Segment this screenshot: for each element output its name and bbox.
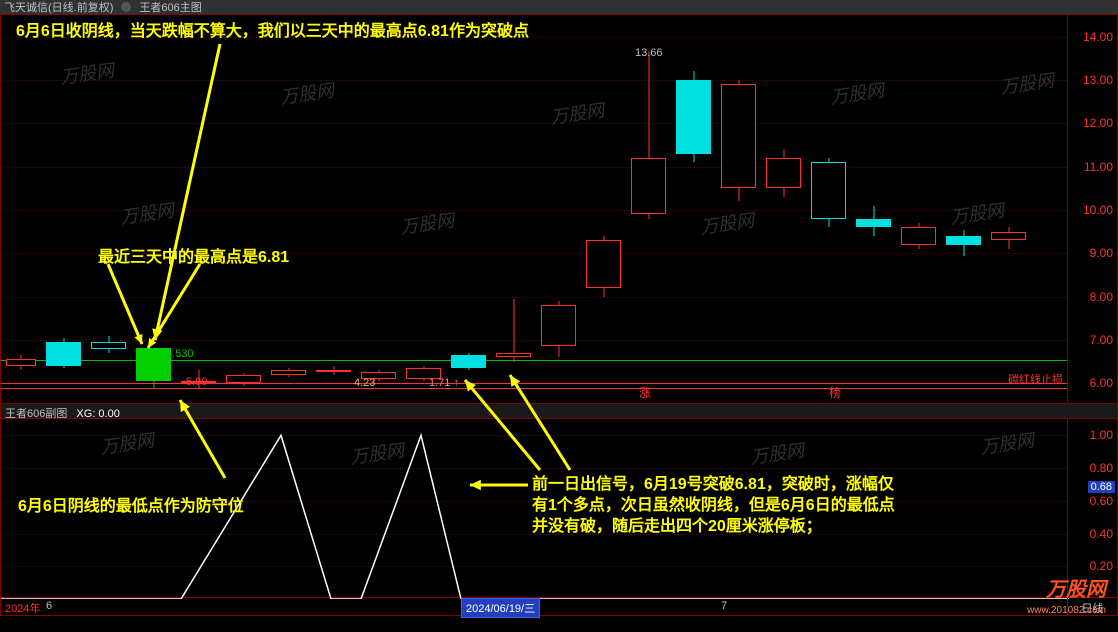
candle[interactable] bbox=[991, 227, 1026, 249]
candle[interactable] bbox=[181, 370, 216, 387]
site-url: www.201082.com bbox=[1027, 605, 1106, 616]
candle[interactable] bbox=[271, 368, 306, 377]
candle[interactable] bbox=[451, 353, 486, 370]
y-tick-label: 7.00 bbox=[1090, 333, 1113, 347]
candle[interactable] bbox=[6, 355, 36, 370]
y-tick-label: 6.00 bbox=[1090, 376, 1113, 390]
month-tick: 6 bbox=[46, 600, 52, 612]
candle[interactable] bbox=[226, 373, 261, 386]
sub-chart-header: 王者606副图 XG: 0.00 bbox=[0, 404, 1118, 418]
gain-marker: 1.71 ↑ bbox=[429, 377, 459, 389]
y-tick-label: 14.00 bbox=[1083, 30, 1113, 44]
sub-y-tick: 0.60 bbox=[1090, 494, 1113, 508]
annotation-text: 6月6日阴线的最低点作为防守位 bbox=[18, 497, 244, 518]
year-label: 2024年 bbox=[5, 600, 40, 616]
chart-header-bar: 飞天诚信(日线.前复权) 王者606主图 bbox=[0, 0, 1118, 14]
month-tick: 7 bbox=[721, 600, 727, 612]
candle[interactable] bbox=[856, 206, 891, 236]
candle[interactable] bbox=[721, 80, 756, 201]
candle[interactable] bbox=[676, 71, 711, 162]
sub-y-tick: 0.80 bbox=[1090, 461, 1113, 475]
main-y-axis: 6.00 7.00 8.00 9.00 10.00 11.00 12.00 13.00 14.0… bbox=[1068, 14, 1118, 404]
candle[interactable] bbox=[136, 348, 171, 387]
candle[interactable] bbox=[901, 223, 936, 249]
candle[interactable] bbox=[541, 301, 576, 357]
peak-price-label: 13.66 bbox=[635, 47, 663, 59]
y-tick-label: 10.00 bbox=[1083, 203, 1113, 217]
candle[interactable] bbox=[46, 338, 81, 368]
y-tick-label: 12.00 bbox=[1083, 116, 1113, 130]
y-tick-label: 8.00 bbox=[1090, 290, 1113, 304]
selected-date[interactable]: 2024/06/19/三 bbox=[461, 598, 540, 618]
y-tick-label: 9.00 bbox=[1090, 246, 1113, 260]
sub-y-tick: 0.20 bbox=[1090, 559, 1113, 573]
time-axis[interactable]: 2024年 6 7 2024/06/19/三 bbox=[0, 598, 1068, 616]
candle[interactable] bbox=[811, 158, 846, 227]
board-marker: 涨 bbox=[639, 384, 651, 401]
y-tick-label: 11.00 bbox=[1084, 160, 1113, 174]
candle[interactable] bbox=[946, 230, 981, 256]
board-marker: 榜 bbox=[829, 384, 841, 401]
indicator-title: 王者606主图 bbox=[139, 0, 201, 15]
sub-y-axis: 0.20 0.40 0.60 0.80 1.00 0.68 bbox=[1068, 418, 1118, 598]
candle[interactable] bbox=[496, 299, 531, 362]
annotation-text: 6月6日收阴线，当天跌幅不算大，我们以三天中的最高点6.81作为突破点 bbox=[16, 22, 529, 43]
candle[interactable] bbox=[631, 51, 666, 218]
gain-marker: 4.23 bbox=[354, 377, 375, 389]
stop-loss-label: 碳红线止损 bbox=[1008, 371, 1063, 387]
candle[interactable] bbox=[586, 236, 621, 297]
dropdown-icon[interactable] bbox=[121, 2, 131, 12]
candle[interactable] bbox=[316, 366, 351, 375]
annotation-text: 前一日出信号，6月19号突破6.81，突破时，涨幅仅有1个多点，次日虽然收阴线，… bbox=[532, 475, 895, 537]
site-logo: 万股网 bbox=[1046, 573, 1106, 602]
indicator-current-value: 0.68 bbox=[1088, 481, 1115, 493]
candle[interactable] bbox=[91, 336, 126, 353]
candle[interactable] bbox=[766, 149, 801, 197]
stock-title: 飞天诚信(日线.前复权) bbox=[4, 0, 113, 15]
sub-y-tick: 0.40 bbox=[1090, 527, 1113, 541]
annotation-text: 最近三天中的最高点是6.81 bbox=[98, 248, 289, 269]
y-tick-label: 13.00 bbox=[1083, 73, 1113, 87]
sub-y-tick: 1.00 bbox=[1090, 428, 1113, 442]
